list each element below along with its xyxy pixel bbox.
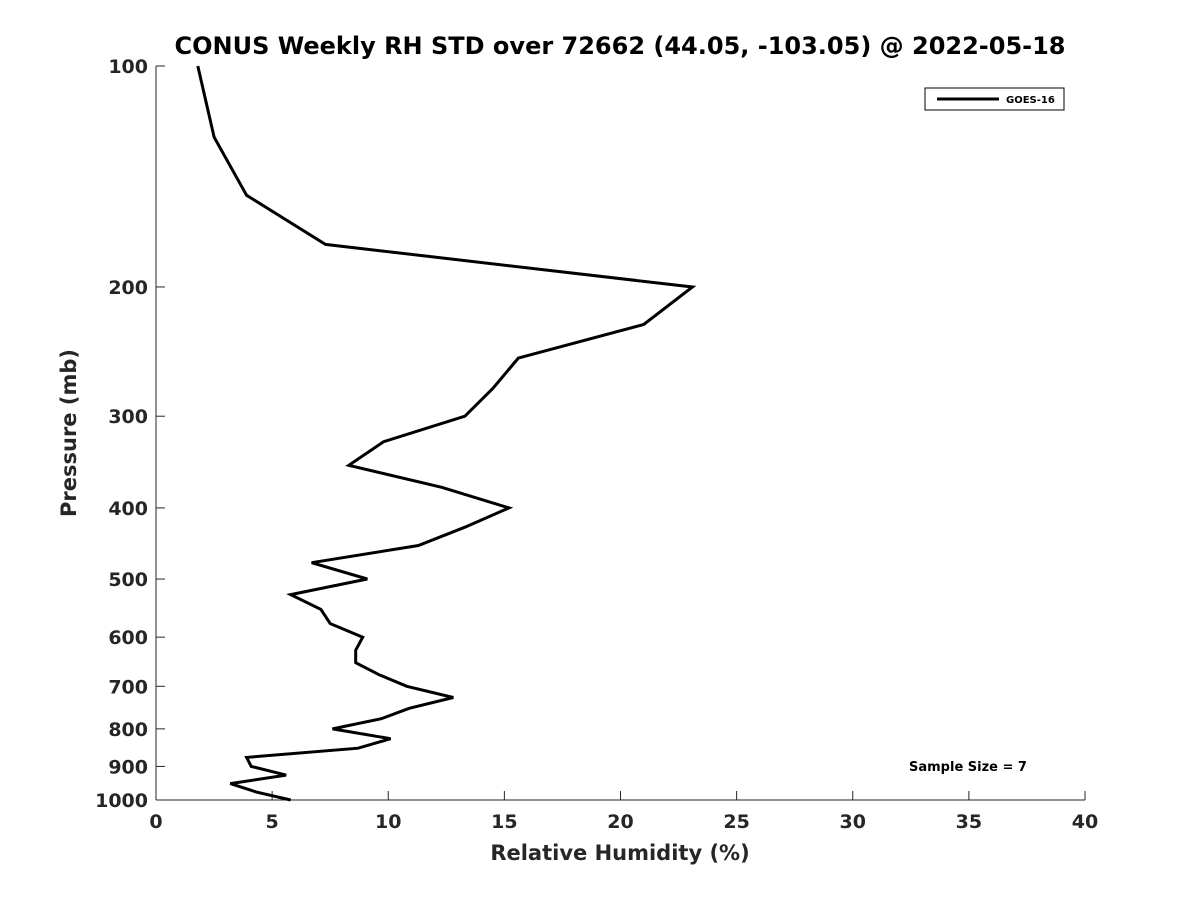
x-tick-label: 10 [375, 811, 401, 833]
legend: GOES-16 [924, 87, 1065, 111]
x-tick-label: 40 [1072, 811, 1098, 833]
chart-title: CONUS Weekly RH STD over 72662 (44.05, -… [174, 32, 1065, 60]
y-axis-ticks: 100 200 300 400 500 600 700 800 900 1000 [95, 56, 165, 812]
y-tick-label: 100 [108, 56, 148, 78]
x-tick-label: 0 [149, 811, 162, 833]
y-tick-label: 700 [108, 676, 148, 698]
series-layer [196, 65, 697, 802]
y-tick-label: 600 [108, 627, 148, 649]
x-tick-label: 20 [607, 811, 633, 833]
y-tick-label: 300 [108, 406, 148, 428]
x-tick-label: 15 [491, 811, 517, 833]
x-axis-ticks: 0 5 10 15 20 25 30 35 40 [149, 791, 1098, 833]
x-tick-label: 25 [723, 811, 749, 833]
sample-size-annotation: Sample Size = 7 [909, 760, 1027, 775]
y-tick-label: 200 [108, 277, 148, 299]
y-tick-label: 800 [108, 719, 148, 741]
axes [155, 66, 1085, 801]
x-tick-label: 35 [956, 811, 982, 833]
x-tick-label: 5 [266, 811, 279, 833]
y-tick-label: 1000 [95, 790, 148, 812]
y-tick-label: 900 [108, 756, 148, 778]
y-axis-label: Pressure (mb) [57, 349, 81, 517]
x-tick-label: 30 [840, 811, 866, 833]
y-tick-label: 400 [108, 498, 148, 520]
legend-label-goes-16: GOES-16 [1006, 95, 1055, 106]
series-line-goes-16 [196, 65, 697, 802]
y-tick-label: 500 [108, 569, 148, 591]
x-axis-label: Relative Humidity (%) [490, 841, 749, 865]
